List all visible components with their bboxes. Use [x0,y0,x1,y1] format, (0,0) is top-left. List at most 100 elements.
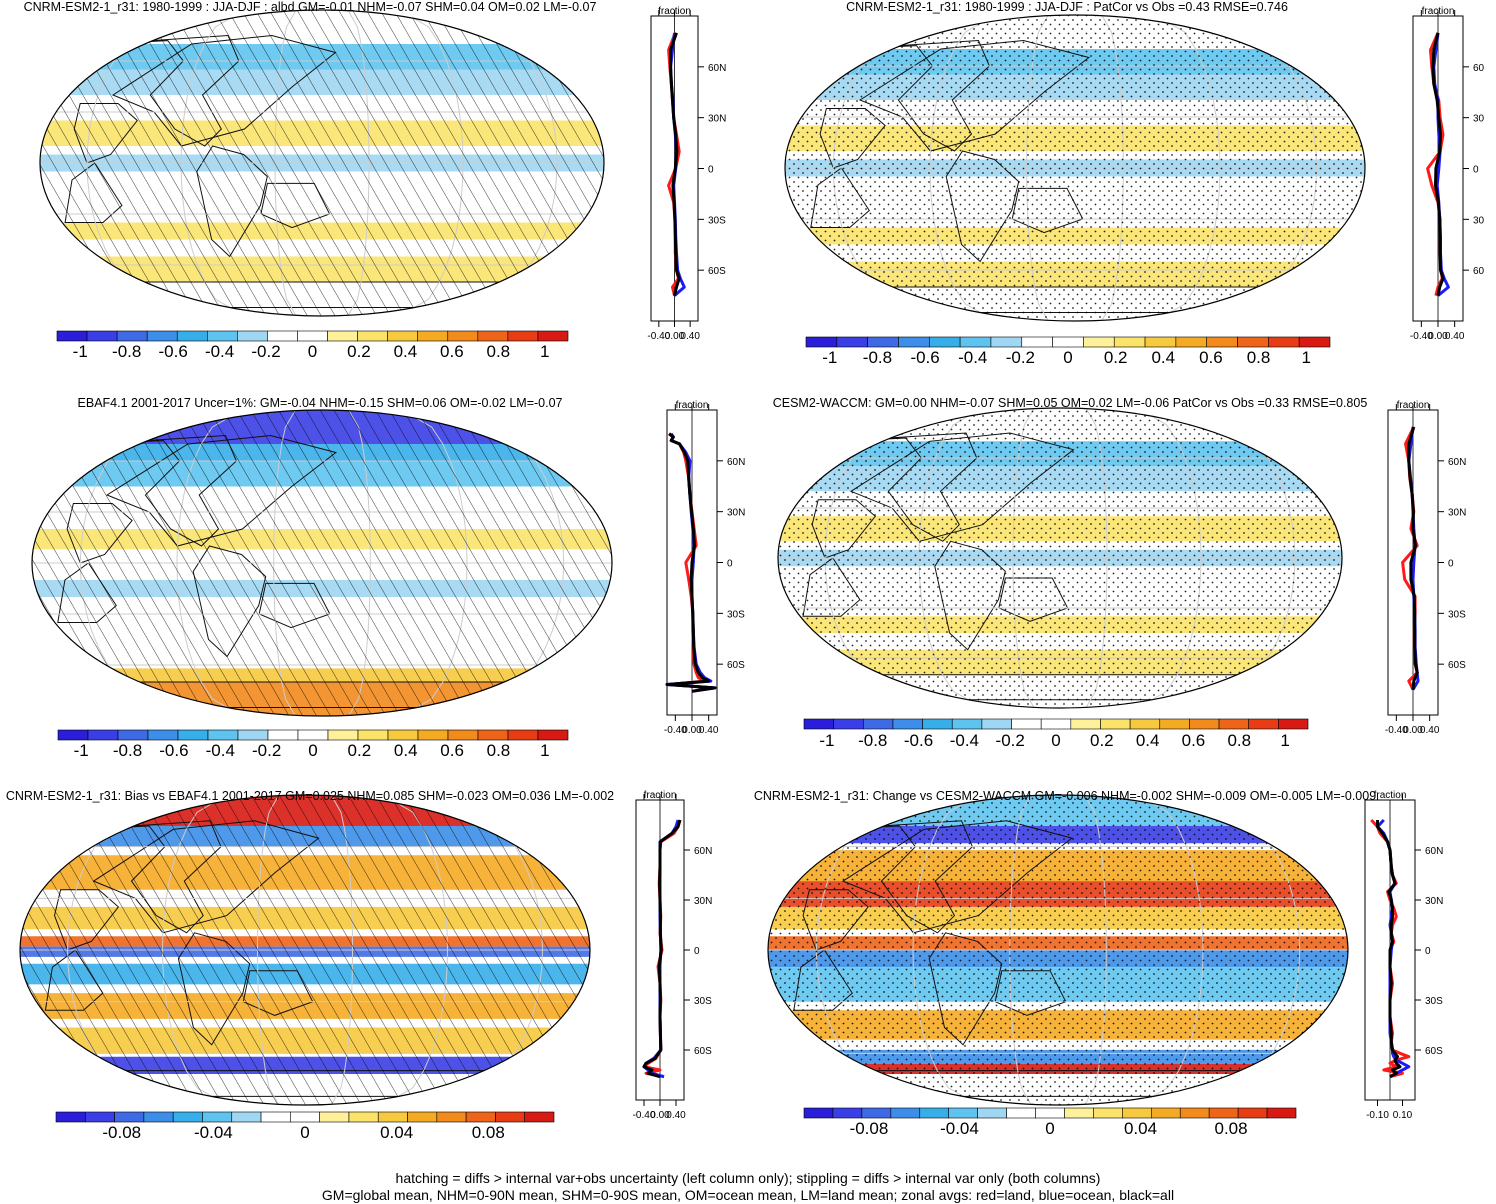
zonal-line-all [669,32,681,296]
colorbar-box [84,1111,115,1123]
colorbar-tick-label: 0.6 [440,741,464,760]
colorbar-tick-label: 0.8 [1227,731,1251,750]
colorbar-box [833,718,864,730]
zonal-xtick-label: 0.40 [666,1110,686,1121]
map-field-p6 [768,795,1348,1105]
colorbar-tick-label: -1 [74,741,89,760]
colorbar-box [417,729,449,741]
colorbar-tick-label: 0.2 [347,342,371,361]
colorbar-box [143,1111,174,1123]
colorbar-box [387,330,419,342]
zonal-xtick-label: 0.40 [680,331,700,342]
colorbar-tick-label: 0 [1051,731,1060,750]
colorbar-box [55,1111,86,1123]
colorbar-box [1113,336,1146,348]
zonal-xtick-label: -0.40 [664,725,687,736]
colorbar-box [507,330,539,342]
colorbar-box [1006,1107,1036,1119]
colorbar-box [1266,1107,1297,1119]
colorbar-box [1237,336,1269,348]
colorbar-box [237,729,269,741]
colorbar-box [357,729,389,741]
colorbar-p3: -1 -0.8 -0.6 -0.4 -0.2 0 0.2 0.4 0.6 0.8 1 [57,729,569,760]
zonal-line-all [1376,820,1402,1079]
colorbar-box [447,330,479,342]
colorbar-box [1159,718,1190,730]
zonal-lat-label: 30S [1425,996,1443,1007]
colorbar-box [803,718,834,730]
colorbar-box [357,330,388,342]
zonal-lat-label: 60N [727,457,745,468]
zonal-lat-label: 60N [1425,846,1443,857]
zonal-lat-label: 60N [1448,457,1466,468]
colorbar-tick-label: 0.8 [487,741,511,760]
colorbar-tick-label: -0.8 [113,741,142,760]
colorbar-box [805,336,838,348]
zonal-lat-label: 30N [694,896,712,907]
colorbar-box [1237,1107,1268,1119]
colorbar-tick-label: -1 [822,348,837,367]
colorbar-box [206,330,238,342]
colorbar-box [890,1107,921,1119]
colorbar-box [172,1111,203,1123]
zonal-line-all [1407,426,1419,690]
colorbar-box [327,729,359,741]
colorbar-box [146,330,178,342]
colorbar-box [387,729,419,741]
zonal-xtick-label: -0.40 [1410,331,1433,342]
zonal-xtick-label: -0.40 [633,1110,656,1121]
map-field-p4 [778,408,1342,708]
colorbar-box [1021,336,1053,348]
zonal-lat-label: 0 [1473,165,1479,176]
zonal-lat-label: 0 [1448,559,1454,570]
map-field-p5 [20,795,590,1105]
colorbar-box [86,330,118,342]
colorbar-box [959,336,992,348]
colorbar-tick-label: 0.8 [486,342,510,361]
colorbar-box [290,1111,320,1123]
colorbar-box [1011,718,1042,730]
footer-line-2: GM=global mean, NHM=0-90N mean, SHM=0-90… [321,1187,1175,1203]
colorbar-box [524,1111,555,1123]
colorbar-box [803,1107,834,1119]
colorbar-box [867,336,899,348]
colorbar-tick-label: 1 [540,342,549,361]
colorbar-box [297,330,328,342]
colorbar-tick-label: 0.4 [394,342,418,361]
colorbar-tick-label: 0 [1063,348,1072,367]
zonal-xtick-label: 0.00 [1403,725,1423,736]
colorbar-tick-label: 0 [1045,1119,1054,1138]
colorbar-box [417,330,449,342]
colorbar-tick-label: -0.4 [206,741,235,760]
zonal-lat-label: 0 [694,946,700,957]
colorbar-box [1083,336,1115,348]
zonal-lat-label: 30N [1425,896,1443,907]
colorbar-tick-label: 1 [1280,731,1289,750]
zonal-lat-label: 60S [1448,660,1466,671]
colorbar-p6: -0.08 -0.04 0 0.04 0.08 [803,1107,1297,1138]
colorbar-tick-label: 1 [540,741,549,760]
colorbar-box [836,336,868,348]
zonal-xtick-label: -0.40 [647,331,670,342]
colorbar-tick-label: -0.8 [112,342,141,361]
colorbar-p2: -1 -0.8 -0.6 -0.4 -0.2 0 0.2 0.4 0.6 0.8 1 [805,336,1331,367]
zonal-xtick-label: -0.40 [1385,725,1408,736]
colorbar-tick-label: 0.08 [472,1123,505,1142]
panel-title-p1: CNRM-ESM2-1_r31: 1980-1999 : JJA-DJF : a… [24,0,597,14]
colorbar-tick-label: -1 [73,342,88,361]
zonal-lat-label: 0 [1425,946,1431,957]
colorbar-box [231,1111,262,1123]
colorbar-tick-label: -0.4 [950,731,979,750]
colorbar-box [147,729,179,741]
zonal-lat-label: 30S [727,609,745,620]
colorbar-box [922,718,953,730]
map-field-p1 [40,10,604,316]
panel-p6: fraction -0.10 0.10 60N 30N 0 30S 60S -0.08 -0.04… [754,789,1444,1138]
colorbar-box [177,729,209,741]
panel-title-p6: CNRM-ESM2-1_r31: Change vs CESM2-WACCM G… [754,789,1376,803]
colorbar-box [1179,1107,1210,1119]
zonal-lat-label: 60S [708,266,726,277]
